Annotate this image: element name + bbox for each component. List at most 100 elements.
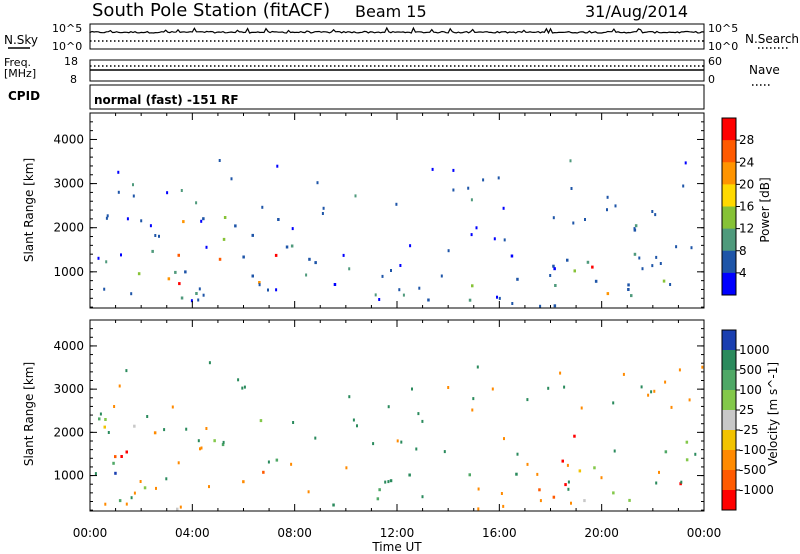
colorbar-segment	[722, 118, 736, 141]
echo-point	[221, 443, 225, 447]
echo-point	[627, 288, 630, 291]
echo-point	[114, 455, 117, 459]
colorbar-tick-label: 28	[739, 133, 754, 147]
colorbar-tick-label: 20	[739, 177, 754, 191]
freq-unit: [MHz]	[4, 67, 36, 80]
noise-point	[493, 237, 496, 241]
noise-point	[398, 288, 401, 292]
noise-point	[105, 260, 108, 264]
colorbar-segment	[722, 370, 736, 391]
noise-point	[305, 273, 308, 277]
noise-point	[470, 233, 473, 237]
echo-point	[112, 461, 115, 465]
colorbar-segment	[722, 410, 736, 431]
noise-point	[155, 486, 157, 490]
echo-point	[202, 217, 205, 221]
noise-point	[118, 384, 121, 388]
y-tick-label: 4000	[53, 132, 84, 146]
noise-point	[117, 170, 120, 174]
noise-point	[321, 212, 324, 215]
echo-point	[628, 498, 631, 502]
cpid-panel	[89, 84, 705, 110]
noise-point	[472, 397, 475, 401]
colorbar-tick-label: 24	[739, 155, 754, 169]
noise-point	[195, 201, 198, 205]
nave-tick-bottom: 0	[708, 73, 715, 86]
noise-point	[547, 386, 550, 390]
noise-point	[117, 190, 120, 194]
noise-point	[477, 507, 480, 511]
colorbar-segment	[722, 140, 736, 163]
noise-point	[205, 427, 208, 430]
noise-point	[516, 452, 519, 456]
echo-point	[133, 424, 136, 428]
noise-point	[664, 380, 667, 384]
colorbar-tick-label: 4	[739, 266, 747, 280]
echo-point	[259, 419, 263, 423]
noise-point	[241, 386, 244, 390]
noise-point	[690, 246, 693, 250]
echo-point	[510, 254, 514, 258]
echo-point	[664, 450, 668, 454]
noise-point	[384, 480, 387, 484]
noise-point	[447, 249, 450, 253]
y-tick-label: 2000	[53, 425, 84, 439]
echo-point	[218, 257, 222, 261]
noise-point	[205, 245, 208, 249]
echo-point	[586, 260, 590, 264]
echo-point	[578, 469, 582, 473]
echo-point	[594, 279, 598, 283]
nsky-trace	[89, 26, 705, 35]
noise-point	[387, 405, 390, 409]
colorbar-segment	[722, 350, 736, 371]
noise-point	[418, 286, 421, 290]
noise-point	[452, 188, 455, 192]
noise-point	[103, 287, 106, 291]
noise-point	[113, 405, 116, 408]
noise-point	[680, 480, 683, 484]
colorbar-segment	[722, 330, 736, 351]
noise-point	[570, 501, 572, 505]
noise-point	[440, 274, 443, 278]
noise-point	[606, 208, 608, 212]
noise-point	[502, 504, 505, 508]
noise-point	[684, 161, 687, 165]
noise-point	[476, 365, 479, 369]
noise-point	[670, 405, 673, 409]
echo-point	[274, 253, 278, 257]
noise-point	[491, 387, 494, 391]
echo-point	[561, 459, 564, 463]
nave-tick-top: 60	[708, 55, 722, 68]
nsearch-label: N.Search	[745, 32, 799, 46]
echo-point	[153, 431, 157, 435]
colorbar-segment	[722, 272, 736, 296]
noise-point	[230, 177, 233, 181]
noise-point	[600, 476, 603, 480]
cpid-label: CPID	[8, 89, 40, 103]
noise-point	[471, 408, 474, 412]
echo-point	[137, 272, 141, 276]
echo-point	[573, 434, 576, 438]
noise-point	[612, 401, 615, 405]
noise-point	[179, 505, 182, 509]
echo-point	[242, 480, 245, 484]
noise-point	[470, 198, 473, 202]
y-tick-label: 4000	[53, 339, 84, 353]
noise-point	[701, 365, 704, 369]
x-tick-label: 00:00	[73, 526, 108, 540]
noise-point	[526, 462, 529, 466]
x-axis-label: Time UT	[371, 540, 422, 554]
noise-point	[569, 159, 572, 163]
echo-point	[564, 483, 567, 487]
noise-point	[139, 480, 142, 483]
echo-point	[552, 495, 556, 499]
nsky-tick-bottom: 10^0	[52, 40, 82, 53]
noise-point	[316, 181, 319, 185]
colorbar-frame	[721, 329, 737, 511]
noise-point	[120, 253, 122, 257]
echo-point	[627, 283, 630, 287]
echo-point	[515, 472, 518, 476]
noise-point	[633, 227, 636, 231]
noise-point	[146, 415, 149, 418]
echo-point	[427, 298, 430, 302]
